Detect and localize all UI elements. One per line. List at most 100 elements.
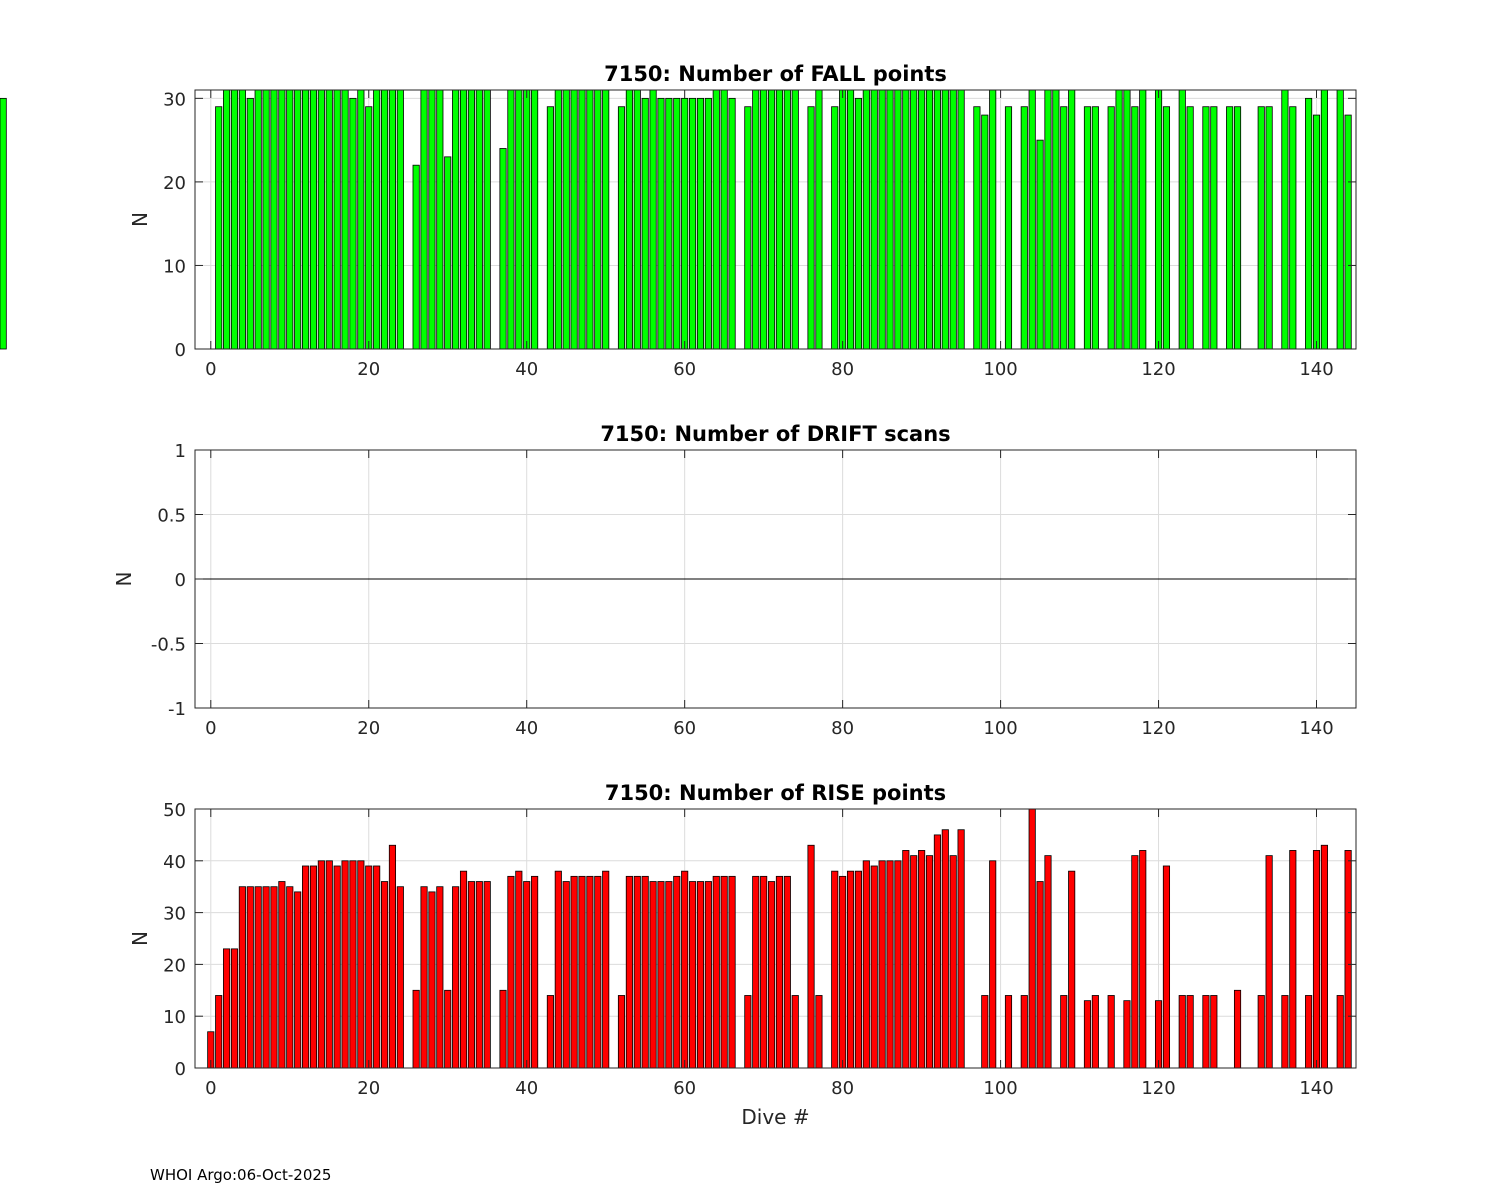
y-axis-label: N <box>112 572 136 587</box>
bar <box>815 89 823 350</box>
bar <box>941 89 949 350</box>
x-tick-label: 0 <box>205 359 216 380</box>
bar <box>294 891 302 1069</box>
bar <box>981 114 989 350</box>
y-tick-label: 10 <box>163 256 186 277</box>
bar <box>586 875 594 1069</box>
bar <box>349 97 357 350</box>
axes-frame <box>194 89 1357 350</box>
bar <box>1020 106 1028 350</box>
x-tick-label: 20 <box>357 359 380 380</box>
bar <box>1305 995 1313 1069</box>
bar <box>657 881 665 1069</box>
bar <box>215 106 223 350</box>
bar <box>831 106 839 350</box>
bar <box>1083 106 1092 350</box>
bar <box>1036 139 1044 350</box>
bar <box>246 886 254 1069</box>
bar <box>515 870 523 1069</box>
bar <box>815 995 823 1069</box>
x-axis-label: Dive # <box>741 1105 809 1129</box>
bar <box>459 89 468 350</box>
bar <box>602 89 610 350</box>
bar <box>262 89 270 350</box>
bar <box>1162 106 1171 350</box>
bar <box>444 156 452 350</box>
bar <box>302 865 310 1069</box>
bar <box>925 89 934 350</box>
x-tick-label: 80 <box>831 718 854 739</box>
y-tick-label: 30 <box>163 89 186 110</box>
x-tick-label: 20 <box>357 1078 380 1099</box>
bar <box>570 89 578 350</box>
bar <box>230 89 239 350</box>
x-tick-label: 100 <box>983 718 1017 739</box>
bar <box>412 989 420 1069</box>
bar <box>1091 106 1099 350</box>
bar <box>673 97 681 350</box>
y-axis-label: N <box>128 931 152 946</box>
bar <box>989 860 997 1069</box>
bar <box>1320 89 1328 350</box>
bar <box>1305 97 1313 350</box>
bar <box>341 860 349 1069</box>
bar <box>294 89 302 350</box>
bar <box>1320 844 1328 1069</box>
bar <box>546 995 554 1069</box>
bar <box>309 89 318 350</box>
bar <box>515 89 523 350</box>
bar <box>696 97 705 350</box>
y-tick-label: 30 <box>163 904 186 925</box>
bar <box>452 89 460 350</box>
bar <box>712 875 720 1069</box>
bar <box>507 89 515 350</box>
bar <box>531 875 539 1069</box>
bar <box>483 881 491 1069</box>
bar <box>752 89 760 350</box>
bar <box>388 844 397 1069</box>
bar <box>941 829 949 1069</box>
bar <box>380 881 389 1069</box>
bar <box>594 89 602 350</box>
bar <box>657 97 665 350</box>
bar <box>286 89 294 350</box>
bar <box>933 834 941 1069</box>
bar <box>1233 106 1242 350</box>
bar <box>1068 870 1076 1069</box>
x-tick-label: 140 <box>1299 359 1333 380</box>
bar <box>760 875 768 1069</box>
y-tick-label: -1 <box>168 699 186 720</box>
bar <box>696 881 705 1069</box>
bar <box>215 995 223 1069</box>
bar <box>578 875 586 1069</box>
y-tick-label: -0.5 <box>151 635 186 656</box>
bar <box>839 89 847 350</box>
bar <box>925 855 934 1069</box>
y-tick-label: 0 <box>175 1059 186 1080</box>
bar <box>341 89 349 350</box>
bar <box>1186 106 1194 350</box>
bar <box>554 89 562 350</box>
bar <box>1336 89 1344 350</box>
bar <box>396 89 404 350</box>
y-tick-label: 0 <box>175 340 186 361</box>
bar <box>325 89 333 350</box>
bar <box>0 97 7 350</box>
bar <box>846 870 855 1069</box>
bar <box>562 89 570 350</box>
bar <box>744 995 752 1069</box>
bar <box>673 875 681 1069</box>
bar <box>452 886 460 1069</box>
bar <box>333 89 341 350</box>
bar <box>1044 855 1052 1069</box>
bar <box>886 860 894 1069</box>
bar <box>594 875 602 1069</box>
y-tick-label: 20 <box>163 173 186 194</box>
bar <box>1257 106 1265 350</box>
bar <box>531 89 539 350</box>
bar <box>854 870 862 1069</box>
bar <box>523 89 531 350</box>
x-tick-label: 40 <box>515 1078 538 1099</box>
bar <box>1233 989 1242 1069</box>
